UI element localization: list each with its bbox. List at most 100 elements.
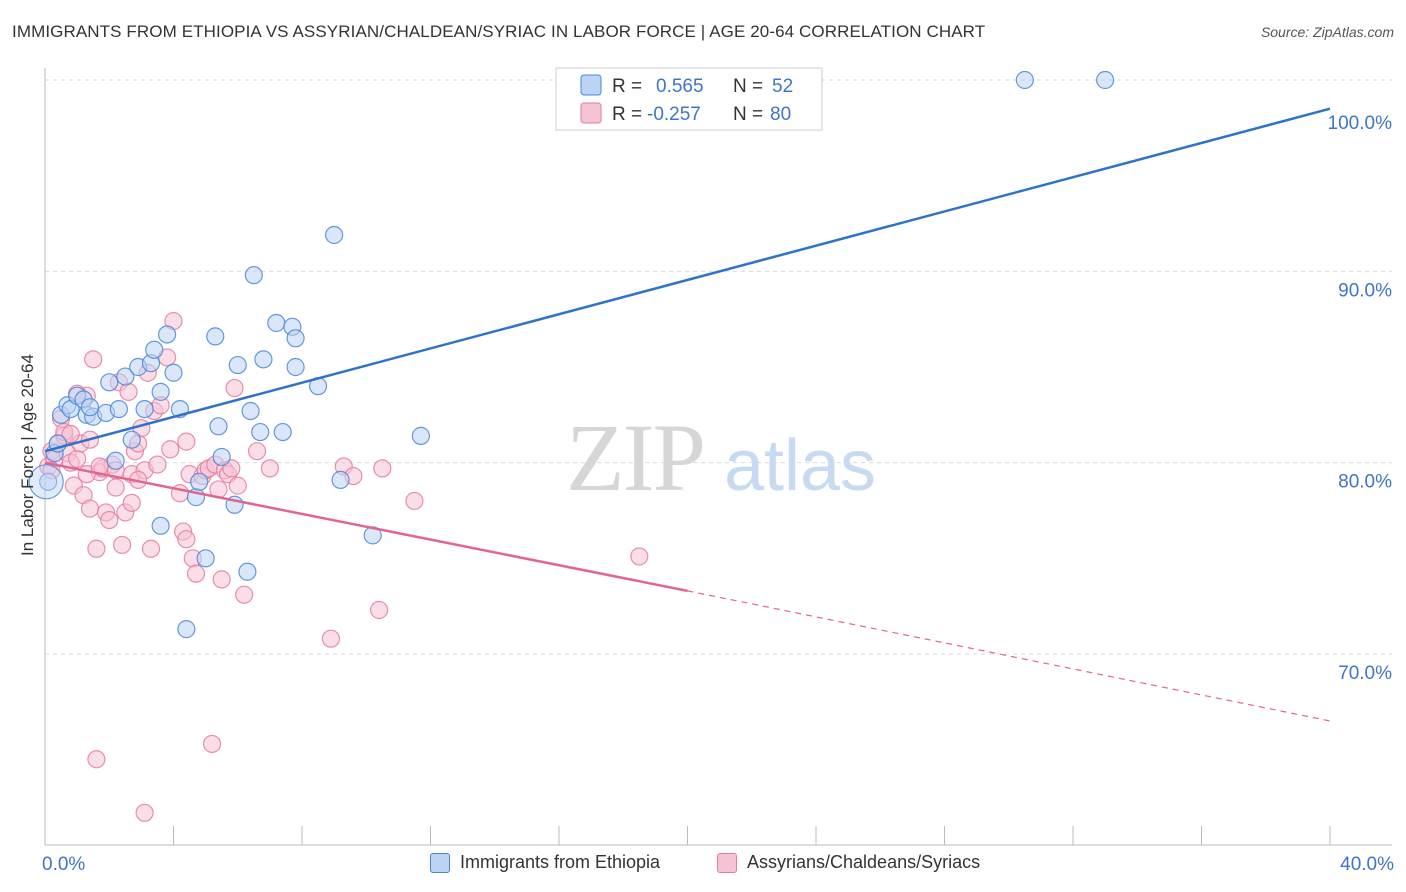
axes: 70.0% 80.0% 90.0% 100.0% 0.0% 40.0% [42, 68, 1394, 875]
legend-n-label-ethiopia: N = [733, 76, 763, 97]
point-assyrian-32[interactable] [141, 539, 161, 558]
point-ethiopia-39[interactable] [273, 422, 292, 442]
y-tick-label-3: 100.0% [1328, 113, 1393, 134]
point-ethiopia-23[interactable] [151, 516, 170, 535]
point-ethiopia-51[interactable] [106, 451, 125, 470]
trend-line-assyrian [44, 461, 688, 593]
legend-item-assyrian[interactable]: Assyrians/Chaldeans/Syriacs [717, 852, 980, 873]
y-tick-label-1: 80.0% [1338, 472, 1392, 493]
point-assyrian-54[interactable] [225, 378, 244, 398]
point-assyrian-41[interactable] [177, 530, 196, 549]
point-ethiopia-28[interactable] [206, 327, 225, 346]
trend-line-ethiopia [44, 107, 1331, 453]
legend-swatch-ethiopia-bottom [430, 852, 450, 873]
legend-swatch-assyrian-bottom [717, 852, 737, 873]
point-ethiopia-38[interactable] [267, 313, 286, 333]
point-ethiopia-34[interactable] [241, 401, 260, 421]
legend-n-value-ethiopia: 52 [772, 76, 793, 97]
point-ethiopia-14[interactable] [122, 430, 141, 449]
point-ethiopia-42[interactable] [286, 357, 305, 377]
point-ethiopia-0[interactable] [39, 472, 58, 491]
watermark-zip: ZIP [566, 404, 704, 511]
point-assyrian-62[interactable] [370, 600, 389, 620]
point-assyrian-75[interactable] [90, 457, 109, 476]
point-assyrian-57[interactable] [247, 442, 267, 461]
point-ethiopia-47[interactable] [411, 426, 430, 445]
point-ethiopia-30[interactable] [212, 447, 231, 467]
point-assyrian-64[interactable] [405, 491, 424, 511]
point-assyrian-50[interactable] [212, 570, 231, 589]
watermark-atlas: atlas [724, 426, 876, 506]
point-ethiopia-41[interactable] [286, 329, 305, 348]
legend-r-value-assyrian: -0.257 [647, 104, 701, 125]
point-assyrian-67[interactable] [202, 734, 222, 754]
point-ethiopia-29[interactable] [209, 417, 228, 436]
point-assyrian-21[interactable] [106, 478, 125, 497]
point-assyrian-78[interactable] [61, 424, 80, 444]
point-ethiopia-44[interactable] [325, 225, 344, 245]
series-legend: Immigrants from Ethiopia Assyrians/Chald… [0, 850, 1406, 880]
point-assyrian-44[interactable] [186, 564, 206, 583]
point-ethiopia-18[interactable] [145, 340, 164, 359]
data-points [28, 70, 1115, 822]
legend-swatch-ethiopia [580, 74, 602, 96]
legend-box: R = 0.565 N = 52 R = -0.257 N = 80 [555, 67, 823, 131]
y-tick-label-2: 90.0% [1338, 280, 1392, 301]
point-ethiopia-33[interactable] [238, 562, 257, 581]
point-ethiopia-49[interactable] [1096, 70, 1115, 90]
point-assyrian-59[interactable] [321, 629, 341, 648]
point-ethiopia-48[interactable] [1015, 70, 1034, 90]
watermark: ZIP atlas [566, 404, 876, 511]
point-assyrian-63[interactable] [373, 459, 392, 478]
point-ethiopia-27[interactable] [196, 549, 215, 568]
point-ethiopia-16[interactable] [135, 399, 154, 419]
point-ethiopia-11[interactable] [100, 373, 119, 392]
legend-label-ethiopia: Immigrants from Ethiopia [460, 852, 661, 872]
y-axis-label: In Labor Force | Age 20-64 [18, 354, 37, 556]
point-ethiopia-24[interactable] [177, 620, 196, 639]
point-ethiopia-37[interactable] [254, 350, 273, 369]
point-ethiopia-large[interactable] [28, 464, 64, 500]
legend-item-ethiopia[interactable]: Immigrants from Ethiopia [430, 852, 660, 873]
legend-label-assyrian: Assyrians/Chaldeans/Syriacs [747, 852, 981, 872]
point-assyrian-68[interactable] [135, 803, 154, 822]
source-label: Source: ZipAtlas.com [1260, 24, 1394, 40]
x-tick-label-1: 40.0% [1340, 854, 1394, 875]
point-ethiopia-32[interactable] [228, 355, 247, 375]
y-tick-label-0: 70.0% [1338, 663, 1392, 684]
legend-n-value-assyrian: 80 [770, 104, 791, 125]
point-assyrian-77[interactable] [177, 432, 196, 451]
point-ethiopia-21[interactable] [164, 363, 183, 382]
point-ethiopia-20[interactable] [157, 325, 177, 344]
point-assyrian-34[interactable] [148, 455, 167, 474]
legend-r-label-assyrian: R = [612, 104, 642, 125]
point-assyrian-58[interactable] [260, 459, 279, 478]
point-assyrian-15[interactable] [87, 539, 106, 558]
point-assyrian-66[interactable] [87, 750, 106, 769]
point-assyrian-73[interactable] [122, 493, 141, 512]
trend-lines [44, 107, 1331, 722]
point-ethiopia-19[interactable] [151, 382, 170, 401]
point-assyrian-13[interactable] [80, 499, 100, 518]
point-assyrian-65[interactable] [630, 547, 649, 566]
point-assyrian-23[interactable] [112, 535, 132, 555]
point-ethiopia-26[interactable] [190, 472, 209, 491]
point-assyrian-37[interactable] [161, 440, 180, 459]
point-assyrian-19[interactable] [100, 510, 119, 530]
chart-title: IMMIGRANTS FROM ETHIOPIA VS ASSYRIAN/CHA… [12, 22, 986, 41]
point-ethiopia-50[interactable] [80, 398, 100, 417]
point-ethiopia-36[interactable] [251, 422, 270, 442]
point-ethiopia-45[interactable] [331, 470, 350, 489]
point-ethiopia-13[interactable] [116, 367, 135, 386]
x-tick-label-0: 0.0% [42, 854, 85, 875]
point-assyrian-9[interactable] [68, 449, 87, 468]
legend-r-label-ethiopia: R = [612, 76, 642, 97]
point-ethiopia-35[interactable] [244, 266, 263, 285]
point-assyrian-56[interactable] [235, 585, 254, 604]
point-ethiopia-12[interactable] [109, 399, 128, 419]
point-assyrian-55[interactable] [228, 476, 247, 495]
point-assyrian-25[interactable] [119, 382, 138, 401]
legend-n-label-assyrian: N = [733, 104, 763, 125]
point-assyrian-14[interactable] [84, 350, 103, 369]
